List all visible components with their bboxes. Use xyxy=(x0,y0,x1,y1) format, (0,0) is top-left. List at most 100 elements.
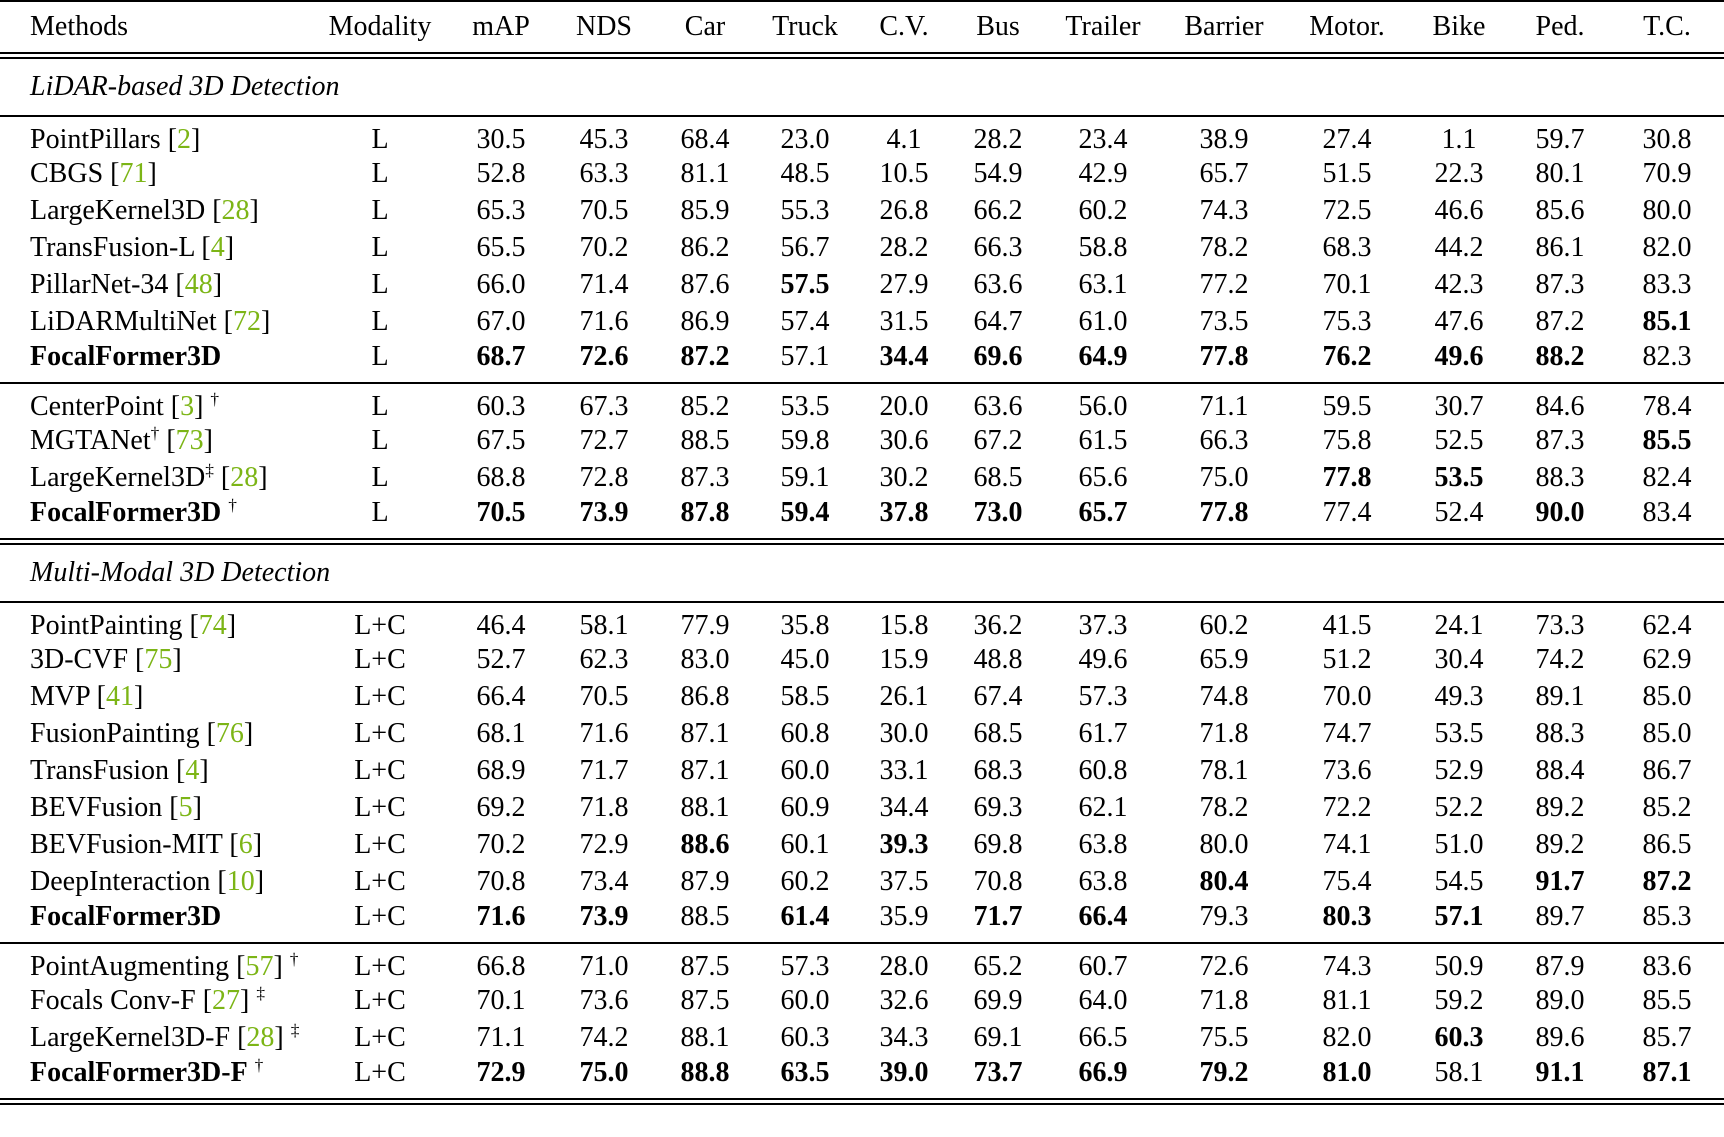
metric-cell: 60.2 xyxy=(1199,609,1249,641)
metric-cell: 52.8 xyxy=(476,158,526,189)
section-multimodal: Multi-Modal 3D Detection xyxy=(0,541,1724,602)
method-cell: PointAugmenting [57] † xyxy=(30,949,299,982)
method-cell: Focals Conv-F [27] ‡ xyxy=(30,983,266,1016)
method-cell: LargeKernel3D‡ [28] xyxy=(30,460,268,493)
metric-cell: 58.8 xyxy=(1078,232,1128,263)
metric-cell: 72.6 xyxy=(1199,950,1249,982)
metric-cell: 69.9 xyxy=(973,985,1023,1016)
table-row: BEVFusion [5] L+C 69.2 71.8 88.1 60.9 34.4 69.3… xyxy=(0,790,1724,827)
metric-cell: 54.9 xyxy=(973,158,1023,189)
metric-cell: 60.1 xyxy=(780,829,830,860)
metric-cell: 75.0 xyxy=(579,1056,629,1088)
modality-cell: L xyxy=(371,269,389,300)
dagger-sup: ‡ xyxy=(256,983,266,1003)
metric-cell: 63.8 xyxy=(1078,866,1128,897)
citation-link[interactable]: 74 xyxy=(198,609,227,641)
metric-cell: 35.9 xyxy=(879,900,929,932)
metric-cell: 73.7 xyxy=(973,1056,1023,1088)
metric-cell: 72.8 xyxy=(579,462,629,493)
citation-link[interactable]: 4 xyxy=(185,755,200,786)
metric-cell: 70.2 xyxy=(476,829,526,860)
modality-cell: L+C xyxy=(354,950,406,982)
metric-cell: 87.2 xyxy=(1535,306,1585,337)
metric-cell: 53.5 xyxy=(780,390,830,422)
citation-link[interactable]: 57 xyxy=(245,950,274,982)
modality-cell: L xyxy=(371,195,389,226)
column-header-motor: Motor. xyxy=(1309,10,1385,42)
metric-cell: 57.1 xyxy=(1434,900,1484,932)
citation-link[interactable]: 10 xyxy=(226,866,255,897)
metric-cell: 58.1 xyxy=(1434,1056,1484,1088)
multimodal-group-1: PointPainting [74] L+C 46.4 58.1 77.9 35.8 15.… xyxy=(0,601,1724,943)
citation-link[interactable]: 28 xyxy=(221,195,250,226)
metric-cell: 80.3 xyxy=(1322,900,1372,932)
citation-link[interactable]: 4 xyxy=(210,232,225,263)
citation-link[interactable]: 5 xyxy=(178,792,193,823)
metric-cell: 52.4 xyxy=(1434,496,1484,528)
modality-cell: L xyxy=(371,123,389,155)
method-name: MGTANet xyxy=(30,425,151,456)
method-cell: BEVFusion-MIT [6] xyxy=(30,829,263,860)
metric-cell: 75.4 xyxy=(1322,866,1372,897)
metric-cell: 87.9 xyxy=(1535,950,1585,982)
metric-cell: 89.1 xyxy=(1535,681,1585,712)
metric-cell: 74.3 xyxy=(1322,950,1372,982)
citation-link[interactable]: 73 xyxy=(175,425,204,456)
metric-cell: 88.3 xyxy=(1535,462,1585,493)
method-name: LiDARMultiNet xyxy=(30,306,217,337)
metric-cell: 30.8 xyxy=(1642,123,1692,155)
metric-cell: 89.7 xyxy=(1535,900,1585,932)
metric-cell: 74.1 xyxy=(1322,829,1372,860)
metric-cell: 63.3 xyxy=(579,158,629,189)
metric-cell: 85.0 xyxy=(1642,681,1692,712)
metric-cell: 59.1 xyxy=(780,462,830,493)
table-row: TransFusion [4] L+C 68.9 71.7 87.1 60.0 33.1 68… xyxy=(0,753,1724,790)
metric-cell: 77.2 xyxy=(1199,269,1249,300)
citation-link[interactable]: 2 xyxy=(177,123,192,155)
citation-link[interactable]: 48 xyxy=(184,269,213,300)
metric-cell: 68.3 xyxy=(1322,232,1372,263)
metric-cell: 45.3 xyxy=(579,123,629,155)
metric-cell: 70.9 xyxy=(1642,158,1692,189)
metric-cell: 52.7 xyxy=(476,644,526,675)
citation-link[interactable]: 27 xyxy=(212,985,241,1016)
metric-cell: 81.0 xyxy=(1322,1056,1372,1088)
metric-cell: 59.5 xyxy=(1322,390,1372,422)
header-row: Methods Modality mAP NDS Car Truck C.V. … xyxy=(0,1,1724,55)
citation-link[interactable]: 28 xyxy=(230,462,259,493)
metric-cell: 76.2 xyxy=(1322,340,1372,372)
metric-cell: 39.3 xyxy=(879,829,929,860)
metric-cell: 82.3 xyxy=(1642,340,1692,372)
metric-cell: 63.6 xyxy=(973,269,1023,300)
metric-cell: 15.8 xyxy=(879,609,929,641)
citation-link[interactable]: 76 xyxy=(215,718,244,749)
metric-cell: 52.9 xyxy=(1434,755,1484,786)
table-row: FocalFormer3D † L 70.5 73.9 87.8 59.4 37.8 73.0… xyxy=(0,496,1724,542)
citation-link[interactable]: 28 xyxy=(246,1022,275,1053)
metric-cell: 85.2 xyxy=(680,390,730,422)
metric-cell: 75.5 xyxy=(1199,1022,1249,1053)
metric-cell: 67.4 xyxy=(973,681,1023,712)
citation-link[interactable]: 75 xyxy=(144,644,173,675)
table-row: MGTANet† [73] L 67.5 72.7 88.5 59.8 30.6 67.2 61… xyxy=(0,423,1724,460)
metric-cell: 87.2 xyxy=(680,340,730,372)
column-header-bus: Bus xyxy=(976,10,1020,42)
metric-cell: 70.5 xyxy=(476,496,526,528)
metric-cell: 91.7 xyxy=(1535,866,1585,897)
metric-cell: 85.0 xyxy=(1642,718,1692,749)
metric-cell: 63.6 xyxy=(973,390,1023,422)
column-header-map: mAP xyxy=(472,10,530,42)
metric-cell: 60.7 xyxy=(1078,950,1128,982)
metric-cell: 30.0 xyxy=(879,718,929,749)
table-row: FocalFormer3D L 68.7 72.6 87.2 57.1 34.4 69.6 64… xyxy=(0,341,1724,383)
section-title-row: Multi-Modal 3D Detection xyxy=(0,541,1724,602)
metric-cell: 30.4 xyxy=(1434,644,1484,675)
metric-cell: 69.6 xyxy=(973,340,1023,372)
method-name: PointPainting xyxy=(30,609,183,641)
modality-cell: L+C xyxy=(354,792,406,823)
citation-link[interactable]: 41 xyxy=(105,681,134,712)
citation-link[interactable]: 6 xyxy=(238,829,253,860)
citation-link[interactable]: 3 xyxy=(180,390,195,422)
citation-link[interactable]: 72 xyxy=(233,306,261,337)
citation-link[interactable]: 71 xyxy=(119,158,148,189)
